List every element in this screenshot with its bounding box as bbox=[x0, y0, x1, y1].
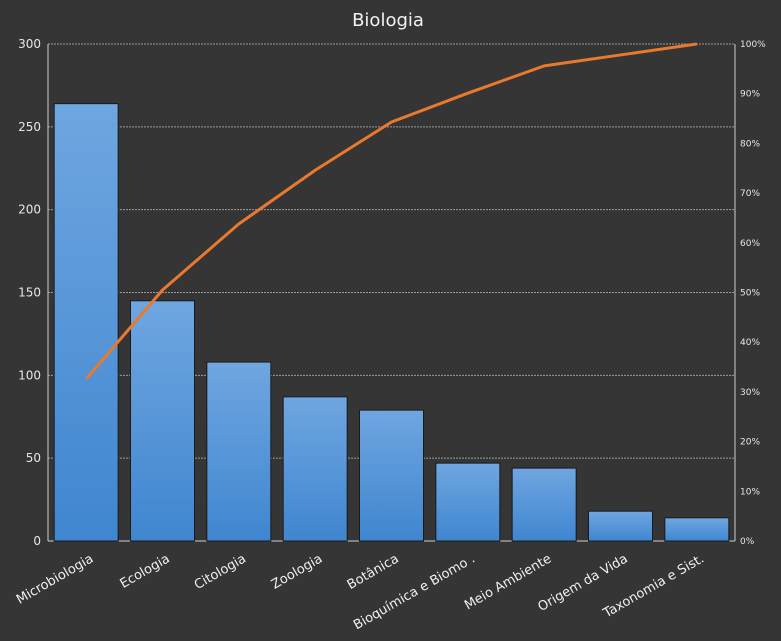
y-tick-label: 150 bbox=[18, 286, 41, 300]
y-tick-label: 50 bbox=[26, 451, 41, 465]
y-tick-label: 250 bbox=[18, 120, 41, 134]
y2-tick-label: 70% bbox=[740, 189, 760, 199]
category-label: Ecologia bbox=[118, 551, 173, 591]
bar bbox=[206, 361, 272, 542]
cumulative-line bbox=[85, 42, 698, 380]
bar bbox=[664, 517, 730, 542]
bar bbox=[282, 396, 348, 542]
left-axis-ticks: 0 50 100 150 200 250 300 bbox=[18, 37, 41, 548]
bar bbox=[130, 300, 195, 542]
bar bbox=[511, 467, 577, 542]
category-label: Bioquímica e Biomo . bbox=[351, 551, 478, 633]
y2-tick-label: 100% bbox=[740, 40, 766, 50]
y-tick-label: 300 bbox=[18, 37, 41, 51]
y2-tick-label: 10% bbox=[740, 487, 760, 497]
y-tick-label: 100 bbox=[18, 368, 41, 382]
bar bbox=[359, 409, 424, 542]
y-tick-label: 200 bbox=[18, 203, 41, 217]
bar-series bbox=[53, 103, 730, 542]
chart-title: Biologia bbox=[352, 10, 424, 31]
y-tick-label: 0 bbox=[33, 534, 41, 548]
category-label: Botânica bbox=[345, 551, 402, 592]
category-label: Microbiologia bbox=[14, 551, 96, 607]
y2-tick-label: 0% bbox=[740, 537, 755, 547]
category-labels: Microbiologia Ecologia Citologia Zoologia Bo… bbox=[14, 551, 707, 633]
y2-tick-label: 60% bbox=[740, 239, 760, 249]
y2-tick-label: 40% bbox=[740, 338, 760, 348]
y2-tick-label: 80% bbox=[740, 139, 760, 149]
right-axis-ticks: 0% 10% 20% 30% 40% 50% 60% 70% 80% 90% 100% bbox=[740, 40, 766, 547]
y2-tick-label: 30% bbox=[740, 388, 760, 398]
y2-tick-label: 20% bbox=[740, 438, 760, 448]
bar bbox=[435, 462, 501, 542]
cumulative-line-series bbox=[85, 42, 698, 380]
bar bbox=[53, 103, 119, 542]
category-label: Zoologia bbox=[269, 551, 325, 592]
y2-tick-label: 90% bbox=[740, 90, 760, 100]
y2-tick-label: 50% bbox=[740, 289, 760, 299]
bar bbox=[588, 510, 653, 542]
category-label: Citologia bbox=[192, 551, 249, 593]
